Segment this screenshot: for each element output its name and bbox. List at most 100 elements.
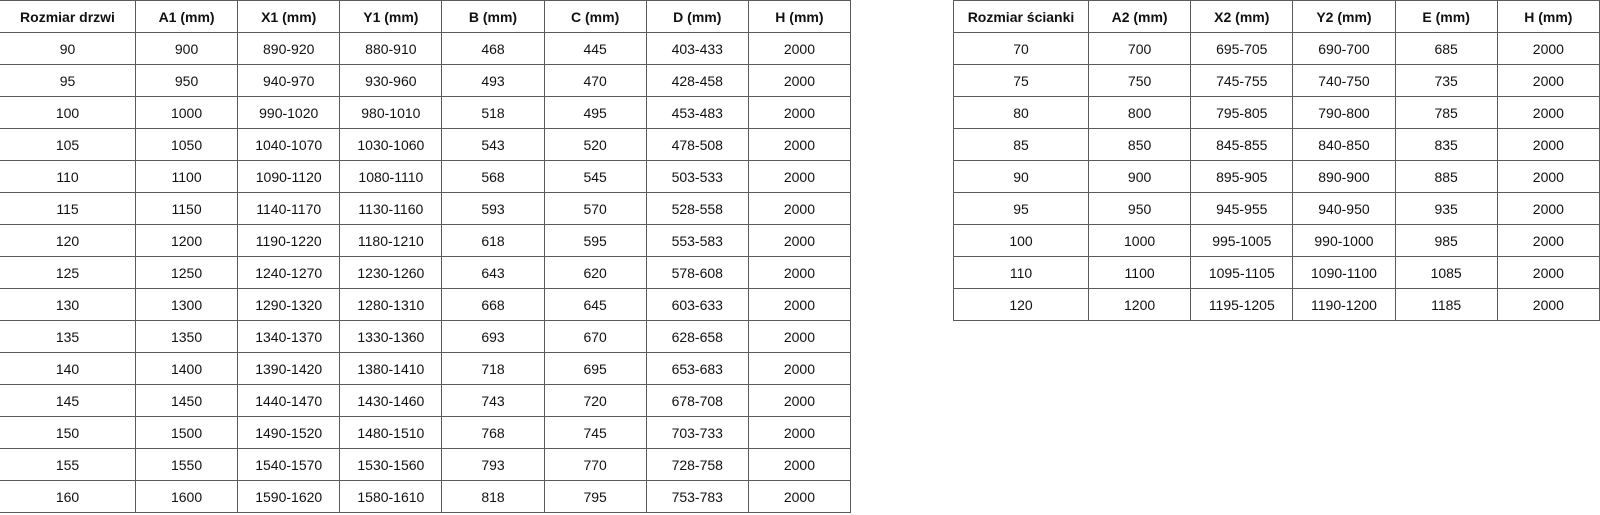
table-cell: 790-800 [1292, 96, 1396, 129]
table-row: 120 1200 1190-1220 1180-1210 618 595 553-583 20… [0, 224, 852, 257]
table-cell: 728-758 [645, 448, 749, 481]
table-cell: 115 [0, 192, 136, 225]
table-cell: 795 [543, 480, 647, 513]
column-header: A1 (mm) [134, 0, 239, 33]
table-cell: 880-910 [339, 32, 443, 65]
table-cell: 593 [441, 192, 545, 225]
table-cell: 643 [441, 256, 545, 289]
column-header: Rozmiar drzwi [0, 0, 136, 33]
table-cell: 800 [1087, 96, 1192, 129]
table-cell: 745-755 [1190, 64, 1294, 97]
table-cell: 568 [441, 160, 545, 193]
column-header: B (mm) [441, 0, 545, 33]
table-cell: 135 [0, 320, 136, 353]
table-row: 90 900 895-905 890-900 885 2000 [953, 160, 1600, 193]
table-row: 140 1400 1390-1420 1380-1410 718 695 653-683 20… [0, 352, 852, 385]
table-row: 145 1450 1440-1470 1430-1460 743 720 678-708 20… [0, 384, 852, 417]
table-cell: 990-1000 [1292, 224, 1396, 257]
table-cell: 570 [543, 192, 647, 225]
table-cell: 940-950 [1292, 192, 1396, 225]
table-cell: 603-633 [645, 288, 749, 321]
table-cell: 740-750 [1292, 64, 1396, 97]
table-cell: 1330-1360 [339, 320, 443, 353]
table-row: 100 1000 995-1005 990-1000 985 2000 [953, 224, 1600, 257]
column-header: H (mm) [1496, 0, 1600, 33]
table-cell: 2000 [1496, 64, 1600, 97]
table-cell: 1180-1210 [339, 224, 443, 257]
table-row: 125 1250 1240-1270 1230-1260 643 620 578-608 20… [0, 256, 852, 289]
table-cell: 545 [543, 160, 647, 193]
table-cell: 1000 [134, 96, 239, 129]
table-cell: 470 [543, 64, 647, 97]
table-cell: 155 [0, 448, 136, 481]
table-cell: 2000 [747, 32, 852, 65]
table-cell: 720 [543, 384, 647, 417]
table-cell: 70 [953, 32, 1089, 65]
table-row: 110 1100 1095-1105 1090-1100 1085 2000 [953, 256, 1600, 289]
table-cell: 995-1005 [1190, 224, 1294, 257]
table-cell: 2000 [747, 96, 852, 129]
table-cell: 645 [543, 288, 647, 321]
table-cell: 578-608 [645, 256, 749, 289]
table-cell: 1230-1260 [339, 256, 443, 289]
table-cell: 453-483 [645, 96, 749, 129]
table-cell: 1200 [134, 224, 239, 257]
table-cell: 1150 [134, 192, 239, 225]
table-cell: 75 [953, 64, 1089, 97]
table-cell: 785 [1394, 96, 1498, 129]
table-cell: 885 [1394, 160, 1498, 193]
table-cell: 900 [1087, 160, 1192, 193]
table-cell: 835 [1394, 128, 1498, 161]
column-header: D (mm) [645, 0, 749, 33]
table-cell: 2000 [1496, 192, 1600, 225]
table-cell: 2000 [747, 128, 852, 161]
table-cell: 2000 [747, 448, 852, 481]
table-cell: 628-658 [645, 320, 749, 353]
table-cell: 678-708 [645, 384, 749, 417]
table-cell: 100 [953, 224, 1089, 257]
table-cell: 670 [543, 320, 647, 353]
table-cell: 743 [441, 384, 545, 417]
table-cell: 100 [0, 96, 136, 129]
table-cell: 553-583 [645, 224, 749, 257]
table-cell: 850 [1087, 128, 1192, 161]
table-cell: 1500 [134, 416, 239, 449]
table-cell: 1490-1520 [237, 416, 341, 449]
column-header: A2 (mm) [1087, 0, 1192, 33]
table-row: 160 1600 1590-1620 1580-1610 818 795 753-783 20… [0, 480, 852, 513]
table-cell: 2000 [1496, 256, 1600, 289]
table-cell: 1030-1060 [339, 128, 443, 161]
table-cell: 2000 [747, 224, 852, 257]
table-cell: 1100 [1087, 256, 1192, 289]
table-cell: 750 [1087, 64, 1192, 97]
table-cell: 160 [0, 480, 136, 513]
table-row: 75 750 745-755 740-750 735 2000 [953, 64, 1600, 97]
table-cell: 620 [543, 256, 647, 289]
table-cell: 1085 [1394, 256, 1498, 289]
table-cell: 150 [0, 416, 136, 449]
table-row: 95 950 940-970 930-960 493 470 428-458 2000 [0, 64, 852, 97]
table-row: 110 1100 1090-1120 1080-1110 568 545 503-533 20… [0, 160, 852, 193]
table-cell: 445 [543, 32, 647, 65]
table-cell: 695-705 [1190, 32, 1294, 65]
table-cell: 2000 [747, 256, 852, 289]
table-cell: 2000 [1496, 288, 1600, 321]
table-cell: 990-1020 [237, 96, 341, 129]
door-size-table: Rozmiar drzwi A1 (mm) X1 (mm) Y1 (mm) B (mm)… [0, 0, 852, 513]
table-cell: 520 [543, 128, 647, 161]
table-cell: 690-700 [1292, 32, 1396, 65]
table-cell: 1195-1205 [1190, 288, 1294, 321]
table-cell: 2000 [747, 352, 852, 385]
table-cell: 1040-1070 [237, 128, 341, 161]
table-cell: 110 [953, 256, 1089, 289]
table-cell: 125 [0, 256, 136, 289]
table-cell: 1185 [1394, 288, 1498, 321]
table-cell: 2000 [747, 416, 852, 449]
table-row: 95 950 945-955 940-950 935 2000 [953, 192, 1600, 225]
table-row: 150 1500 1490-1520 1480-1510 768 745 703-733 20… [0, 416, 852, 449]
table-cell: 1380-1410 [339, 352, 443, 385]
table-cell: 985 [1394, 224, 1498, 257]
column-header: X2 (mm) [1190, 0, 1294, 33]
header-row: Rozmiar drzwi A1 (mm) X1 (mm) Y1 (mm) B (mm)… [0, 0, 852, 33]
table-cell: 2000 [1496, 96, 1600, 129]
